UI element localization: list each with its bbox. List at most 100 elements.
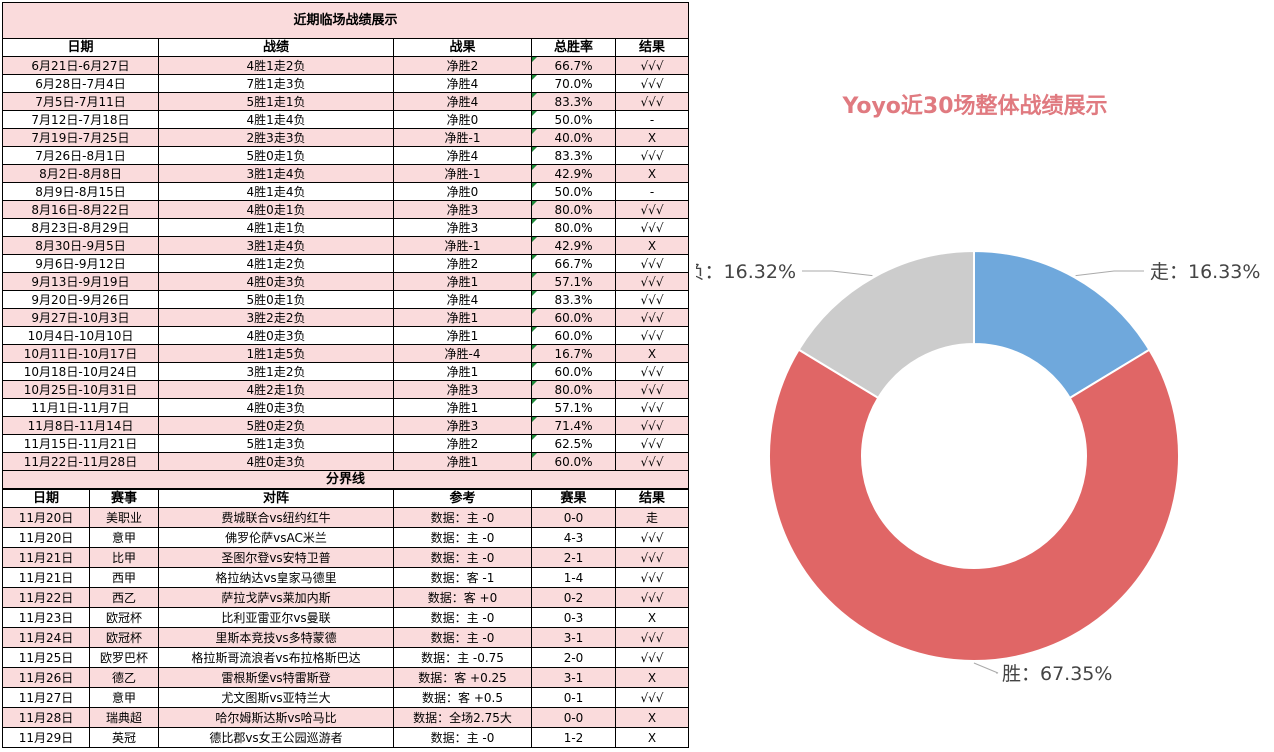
table-cell: 欧罗巴杯: [89, 647, 159, 668]
table-row: 11月1日-11月7日 4胜0走3负 净胜1 57.1% √√√: [2, 398, 690, 417]
column-header: 日期: [2, 38, 159, 57]
table-cell: 5胜0走1负: [158, 290, 394, 309]
table-row: 9月6日-9月12日 4胜1走2负 净胜2 66.7% √√√: [2, 254, 690, 273]
table-cell: 净胜1: [393, 452, 532, 471]
table-cell: 1-2: [531, 727, 616, 748]
table-cell: 11月25日: [2, 647, 90, 668]
table-cell: 11月21日: [2, 547, 90, 568]
table-row: 11月15日-11月21日 5胜1走3负 净胜2 62.5% √√√: [2, 434, 690, 453]
table-cell: 净胜3: [393, 416, 532, 435]
table-row: 11月21日 比甲 圣图尔登vs安特卫普 数据：主 -0 2-1 √√√: [2, 547, 689, 568]
table-cell: 11月23日: [2, 607, 90, 628]
table-cell: 数据：主 -0: [393, 507, 532, 528]
table-cell: 瑞典超: [89, 707, 159, 728]
table-cell: 3胜2走2负: [158, 308, 394, 327]
table-cell: 佛罗伦萨vsAC米兰: [158, 527, 394, 548]
table-row: 11月24日 欧冠杯 里斯本竞技vs多特蒙德 数据：主 -0 3-1 √√√: [2, 627, 689, 648]
table-cell: 40.0%: [531, 128, 616, 147]
table-row: 10月11日-10月17日 1胜1走5负 净胜-4 16.7% X: [2, 344, 690, 363]
table-cell: 83.3%: [531, 290, 616, 309]
table-cell: 8月16日-8月22日: [2, 200, 159, 219]
table-cell: 11月22日-11月28日: [2, 452, 159, 471]
table-cell: √√√: [614, 290, 690, 309]
table-cell: 数据：主 -0: [393, 727, 532, 748]
table-cell: 德比郡vs女王公园巡游者: [158, 727, 394, 748]
table-cell: √√√: [615, 627, 689, 648]
table-cell: √√√: [614, 254, 690, 273]
table-cell: 净胜4: [393, 74, 532, 93]
table-cell: 2-1: [531, 547, 616, 568]
table-cell: 净胜4: [393, 290, 532, 309]
table-row: 11月22日 西乙 萨拉戈萨vs莱加内斯 数据：客 +0 0-2 √√√: [2, 587, 689, 608]
table-cell: 净胜1: [393, 272, 532, 291]
table-header-row: 日期 战绩 战果 总胜率 结果: [2, 38, 690, 57]
table-cell: √√√: [614, 272, 690, 291]
table-cell: 比甲: [89, 547, 159, 568]
table-cell: 格拉斯哥流浪者vs布拉格斯巴达: [158, 647, 394, 668]
table-cell: 0-2: [531, 587, 616, 608]
table-row: 11月28日 瑞典超 哈尔姆斯达斯vs哈马比 数据：全场2.75大 0-0 X: [2, 707, 689, 728]
table-cell: 数据：主 -0: [393, 547, 532, 568]
table-cell: 9月13日-9月19日: [2, 272, 159, 291]
divider-label: 分界线: [1, 470, 690, 489]
table-cell: X: [614, 164, 690, 183]
table-cell: 圣图尔登vs安特卫普: [158, 547, 394, 568]
table-row: 9月13日-9月19日 4胜0走3负 净胜1 57.1% √√√: [2, 272, 690, 291]
table-cell: 4胜1走4负: [158, 182, 394, 201]
table-cell: 意甲: [89, 527, 159, 548]
table-header-row: 日期 赛事 对阵 参考 赛果 结果: [2, 489, 689, 508]
table-cell: 3胜1走2负: [158, 362, 394, 381]
column-header: 结果: [615, 489, 689, 508]
chart-panel: Yoyo近30场整体战绩展示 走：16.33% 胜：67.35% 负：16.32%: [686, 0, 1274, 748]
table-cell: 欧冠杯: [89, 607, 159, 628]
table-cell: 1-4: [531, 567, 616, 588]
table-cell: 66.7%: [531, 254, 616, 273]
table-cell: 10月18日-10月24日: [2, 362, 159, 381]
table-cell: √√√: [614, 362, 690, 381]
table-cell: 数据：客 -1: [393, 567, 532, 588]
column-header: 对阵: [158, 489, 394, 508]
table-cell: 70.0%: [531, 74, 616, 93]
table-cell: √√√: [614, 398, 690, 417]
table-row: 11月20日 意甲 佛罗伦萨vsAC米兰 数据：主 -0 4-3 √√√: [2, 527, 689, 548]
table-cell: 费城联合vs纽约红牛: [158, 507, 394, 528]
table-cell: 11月24日: [2, 627, 90, 648]
table-cell: 80.0%: [531, 200, 616, 219]
table-row: 8月23日-8月29日 4胜1走1负 净胜3 80.0% √√√: [2, 218, 690, 237]
table-row: 8月2日-8月8日 3胜1走4负 净胜-1 42.9% X: [2, 164, 690, 183]
table-cell: 里斯本竞技vs多特蒙德: [158, 627, 394, 648]
table-cell: 净胜-1: [393, 164, 532, 183]
table-cell: 10月11日-10月17日: [2, 344, 159, 363]
table-cell: 83.3%: [531, 92, 616, 111]
leader-line: [973, 662, 999, 674]
table-cell: 60.0%: [531, 452, 616, 471]
table-cell: 57.1%: [531, 398, 616, 417]
leader-line: [802, 270, 873, 277]
table-cell: 4胜2走1负: [158, 380, 394, 399]
table-cell: 3胜1走4负: [158, 164, 394, 183]
table-cell: 10月4日-10月10日: [2, 326, 159, 345]
column-header: 战绩: [158, 38, 394, 57]
table-cell: 0-1: [531, 687, 616, 708]
column-header: 赛事: [89, 489, 159, 508]
table-cell: 格拉纳达vs皇家马德里: [158, 567, 394, 588]
table-cell: 71.4%: [531, 416, 616, 435]
table-cell: 3胜1走4负: [158, 236, 394, 255]
table-row: 6月28日-7月4日 7胜1走3负 净胜4 70.0% √√√: [2, 74, 690, 93]
table-cell: 4胜1走1负: [158, 218, 394, 237]
table-cell: 走: [615, 507, 689, 528]
table-cell: 净胜0: [393, 110, 532, 129]
table-row: 11月29日 英冠 德比郡vs女王公园巡游者 数据：主 -0 1-2 X: [2, 727, 689, 748]
table-cell: 9月20日-9月26日: [2, 290, 159, 309]
table-cell: 4胜0走3负: [158, 398, 394, 417]
table-cell: 净胜3: [393, 380, 532, 399]
table-cell: 净胜-1: [393, 128, 532, 147]
table-cell: 净胜0: [393, 182, 532, 201]
slice-label: 负：16.32%: [696, 261, 796, 283]
table-cell: X: [615, 727, 689, 748]
table-row: 11月21日 西甲 格拉纳达vs皇家马德里 数据：客 -1 1-4 √√√: [2, 567, 689, 588]
leader-line: [1075, 270, 1144, 277]
table-cell: 4胜1走4负: [158, 110, 394, 129]
table-cell: √√√: [615, 647, 689, 668]
table-cell: 4胜0走3负: [158, 326, 394, 345]
